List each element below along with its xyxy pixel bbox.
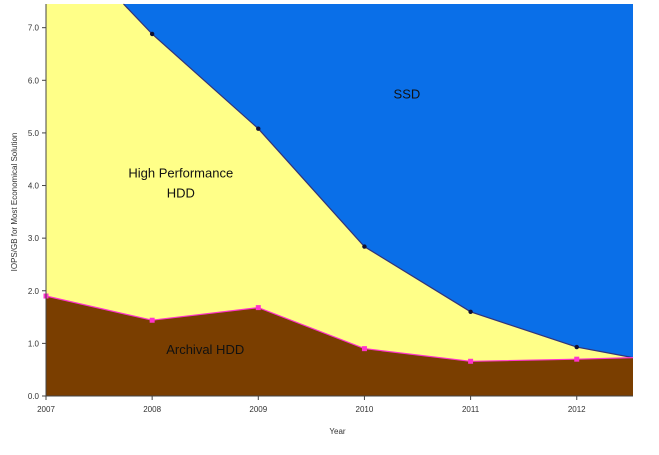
archival-point-2008 xyxy=(149,317,155,323)
archival-point-2011 xyxy=(468,358,474,364)
x-tick-label: 2008 xyxy=(143,405,161,414)
x-tick-label: 2009 xyxy=(249,405,267,414)
high-performance-hdd-area xyxy=(46,4,633,362)
y-tick-label: 1.0 xyxy=(28,339,40,348)
x-axis-title: Year xyxy=(329,427,346,436)
hdd-point-2012 xyxy=(574,344,579,350)
high-performance-hdd-label-line2: HDD xyxy=(167,186,195,201)
x-tick-label: 2011 xyxy=(462,405,480,414)
archival-point-2012 xyxy=(574,356,580,362)
archival-hdd-label: Archival HDD xyxy=(166,342,244,357)
archival-point-2010 xyxy=(361,346,367,352)
x-tick-label: 2010 xyxy=(356,405,374,414)
y-tick-label: 4.0 xyxy=(28,182,40,191)
x-tick-label: 2007 xyxy=(37,405,55,414)
y-axis-title: IOPS/GB for Most Economical Solution xyxy=(10,133,19,272)
x-tick-label: 2012 xyxy=(568,405,586,414)
y-tick-label: 7.0 xyxy=(28,24,40,33)
y-tick-label: 2.0 xyxy=(28,287,40,296)
archival-hdd-area xyxy=(46,296,633,396)
y-tick-label: 3.0 xyxy=(28,234,40,243)
y-tick-label: 6.0 xyxy=(28,76,40,85)
archival-point-2009 xyxy=(255,305,261,311)
high-performance-hdd-label-line1: High Performance xyxy=(128,166,233,181)
hdd-point-2008 xyxy=(149,31,155,37)
ssd-label: SSD xyxy=(394,87,421,102)
hdd-point-2009 xyxy=(256,126,261,131)
y-tick-label: 0.0 xyxy=(28,392,40,401)
hdd-point-2011 xyxy=(468,309,473,315)
y-tick-label: 5.0 xyxy=(28,129,40,138)
hdd-point-2010 xyxy=(362,244,367,249)
